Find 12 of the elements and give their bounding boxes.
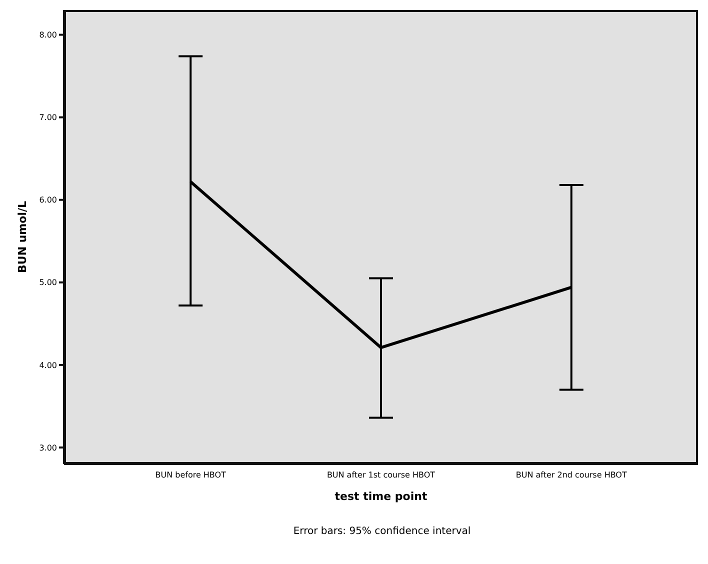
x-tick-label: BUN after 1st course HBOT [326,470,436,480]
y-tick-label: 7.00 [39,113,57,122]
y-tick-label: 4.00 [39,360,57,370]
y-axis-title: BUN umol/L [16,201,29,273]
x-axis-title: test time point [334,490,428,503]
x-tick-label: BUN after 2nd course HBOT [516,470,627,480]
y-tick-label: 5.00 [39,278,57,288]
y-tick-label: 8.00 [39,30,57,40]
y-tick-label: 3.00 [39,443,57,452]
x-tick-label: BUN before HBOT [155,470,226,480]
y-tick-label: 6.00 [39,196,57,205]
text: Error bars: 95% confidence interval [292,526,472,537]
